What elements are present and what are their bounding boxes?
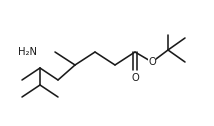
Text: O: O (131, 73, 139, 83)
Text: O: O (148, 57, 156, 67)
Text: H₂N: H₂N (18, 47, 37, 57)
